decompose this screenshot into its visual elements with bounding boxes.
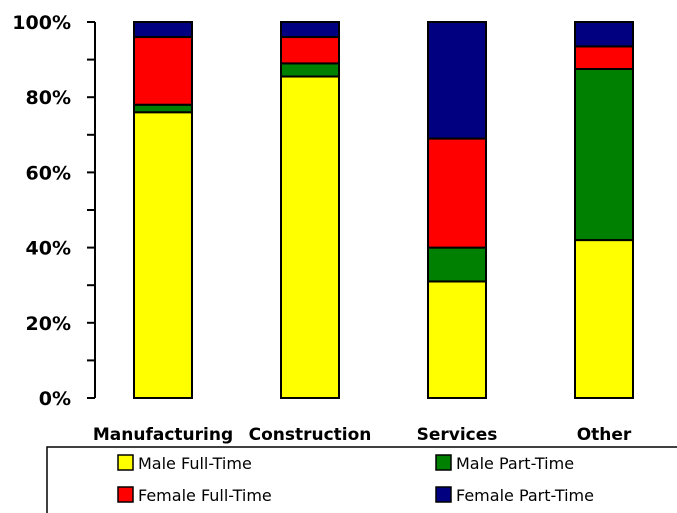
y-tick-label: 60% [26, 162, 71, 184]
y-tick-label: 80% [26, 87, 71, 109]
y-tick-label: 20% [26, 313, 71, 335]
bar-manufacturing-female-full-time [133, 36, 193, 106]
bar-other-female-part-time [574, 21, 634, 48]
bar-services-female-part-time [427, 21, 487, 140]
bar-services-male-full-time [427, 280, 487, 399]
category-labels: Manufacturing Construction Services Other [93, 425, 632, 445]
category-label-construction: Construction [249, 425, 372, 445]
y-tick-label: 100% [12, 12, 71, 34]
legend-swatch-female-part-time [435, 486, 452, 503]
bar-other-male-part-time [574, 68, 634, 242]
bar-other-male-full-time [574, 239, 634, 399]
legend-swatch-male-part-time [435, 454, 452, 471]
bar-manufacturing-male-part-time [133, 103, 193, 114]
bar-manufacturing-male-full-time [133, 111, 193, 400]
legend-label-male-full-time: Male Full-Time [138, 454, 252, 473]
bar-construction-female-part-time [280, 21, 340, 39]
legend-swatch-male-full-time [117, 454, 134, 471]
bar-other-female-full-time [574, 45, 634, 70]
bar-construction-male-full-time [280, 75, 340, 400]
bar-services-male-part-time [427, 246, 487, 283]
legend-label-female-full-time: Female Full-Time [138, 486, 272, 505]
bars-layer [133, 21, 634, 400]
bar-construction-male-part-time [280, 62, 340, 78]
category-label-services: Services [417, 425, 498, 445]
y-tick-label: 40% [26, 238, 71, 260]
bar-services-female-full-time [427, 137, 487, 249]
bar-manufacturing-female-part-time [133, 21, 193, 39]
legend-box [46, 446, 677, 513]
y-axis: 0% 20% 40% 60% 80% 100% [12, 12, 96, 410]
category-label-manufacturing: Manufacturing [93, 425, 233, 445]
legend-label-female-part-time: Female Part-Time [456, 486, 594, 505]
legend-swatch-female-full-time [117, 486, 134, 503]
y-tick-label: 0% [39, 388, 71, 410]
legend: Male Full-Time Male Part-Time Female Full-… [46, 446, 677, 513]
bar-construction-female-full-time [280, 36, 340, 65]
legend-label-male-part-time: Male Part-Time [456, 454, 574, 473]
category-label-other: Other [577, 425, 632, 445]
